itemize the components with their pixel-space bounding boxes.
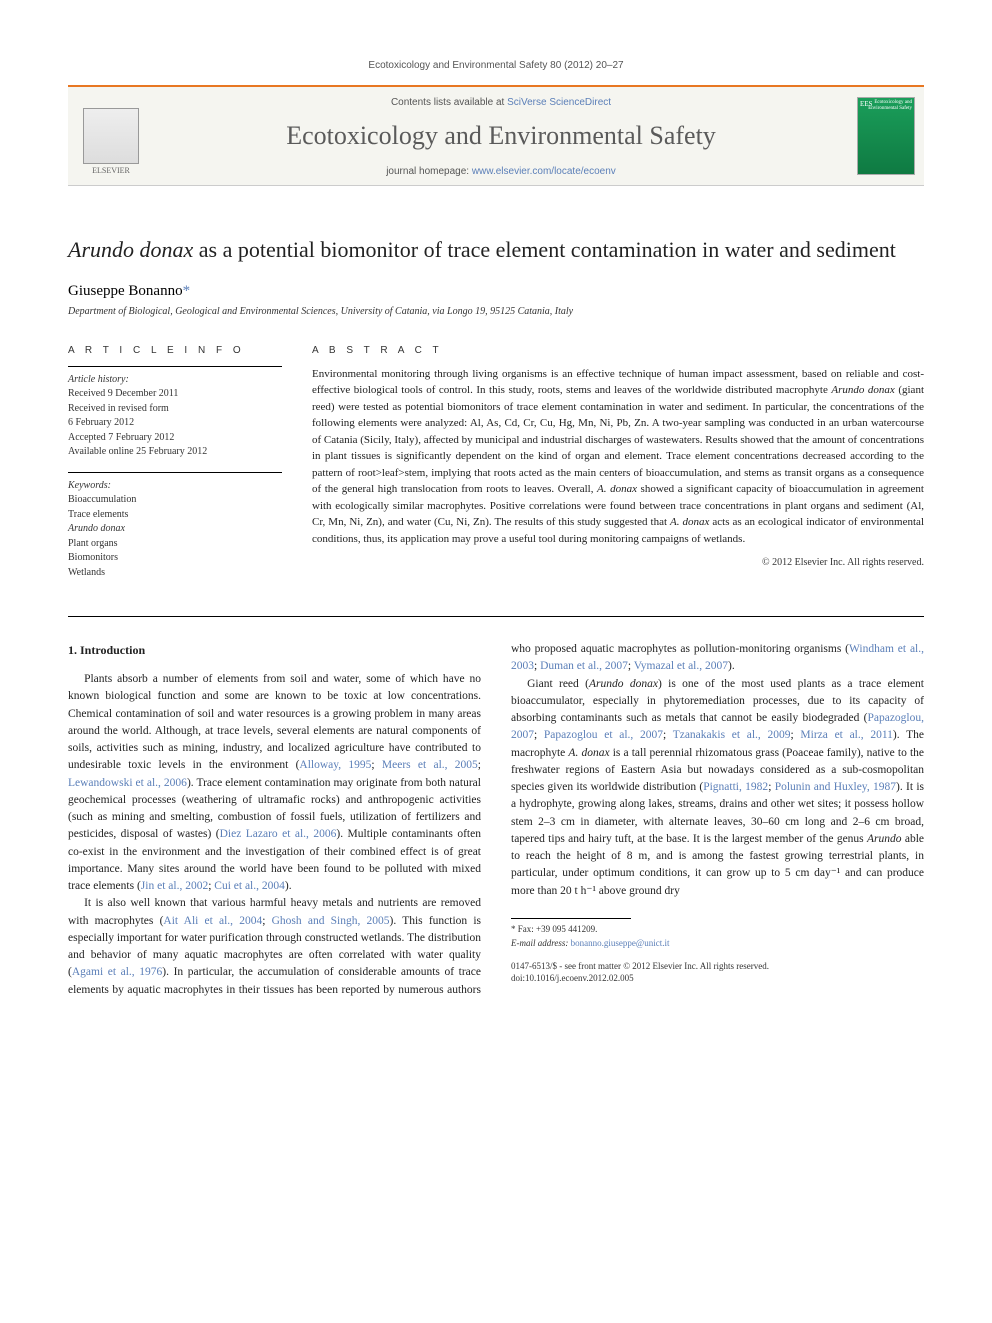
cite-ait-ali-2004[interactable]: Ait Ali et al., 2004 bbox=[163, 915, 262, 927]
cite-mirza-2011[interactable]: Mirza et al., 2011 bbox=[800, 729, 892, 741]
cite-diez-lazaro-2006[interactable]: Diez Lazaro et al., 2006 bbox=[220, 828, 337, 840]
running-head: Ecotoxicology and Environmental Safety 8… bbox=[68, 60, 924, 71]
front-matter-block: 0147-6513/$ - see front matter © 2012 El… bbox=[511, 960, 924, 984]
history-received: Received 9 December 2011 bbox=[68, 387, 282, 402]
abstract-species-1: Arundo donax bbox=[831, 384, 894, 396]
body-section: 1. Introduction Plants absorb a number o… bbox=[68, 616, 924, 999]
footnotes: * Fax: +39 095 441209. E-mail address: b… bbox=[511, 923, 924, 950]
journal-header: ELSEVIER Contents lists available at Sci… bbox=[68, 85, 924, 186]
p3-seg-a: Giant reed ( bbox=[527, 678, 589, 690]
p3-species-3: Arundo bbox=[867, 833, 902, 845]
body-columns: 1. Introduction Plants absorb a number o… bbox=[68, 641, 924, 999]
cite-jin-2002[interactable]: Jin et al., 2002 bbox=[141, 880, 208, 892]
keyword-4: Plant organs bbox=[68, 537, 282, 552]
cover-thumb-slot: EES Ecotoxicology and Environmental Safe… bbox=[848, 87, 924, 185]
cite-ghosh-singh-2005[interactable]: Ghosh and Singh, 2005 bbox=[272, 915, 390, 927]
footnote-rule bbox=[511, 918, 631, 919]
cite-meers-2005[interactable]: Meers et al., 2005 bbox=[382, 759, 478, 771]
abstract-seg-2: (giant reed) were tested as potential bi… bbox=[312, 384, 924, 495]
journal-name: Ecotoxicology and Environmental Safety bbox=[154, 121, 848, 151]
abstract-copyright: © 2012 Elsevier Inc. All rights reserved… bbox=[312, 557, 924, 568]
contents-prefix: Contents lists available at bbox=[391, 97, 507, 108]
journal-header-center: Contents lists available at SciVerse Sci… bbox=[154, 87, 848, 185]
keywords-block: Keywords: Bioaccumulation Trace elements… bbox=[68, 479, 282, 581]
p1-sep-1: ; bbox=[371, 759, 381, 771]
p2-seg-d: ). bbox=[728, 660, 735, 672]
cite-tzanakakis-2009[interactable]: Tzanakakis et al., 2009 bbox=[673, 729, 791, 741]
abstract-species-3: A. donax bbox=[670, 516, 709, 528]
footnote-block: * Fax: +39 095 441209. E-mail address: b… bbox=[511, 918, 924, 984]
article-info-label: A R T I C L E I N F O bbox=[68, 345, 282, 356]
sciencedirect-link[interactable]: SciVerse ScienceDirect bbox=[507, 97, 611, 108]
cite-papazoglou-2007b[interactable]: Papazoglou et al., 2007 bbox=[544, 729, 663, 741]
homepage-prefix: journal homepage: bbox=[386, 166, 472, 177]
body-rule bbox=[68, 616, 924, 617]
intro-para-1: Plants absorb a number of elements from … bbox=[68, 671, 481, 895]
elsevier-logo: ELSEVIER bbox=[76, 97, 146, 175]
cite-vymazal-2007[interactable]: Vymazal et al., 2007 bbox=[634, 660, 728, 672]
title-rest: as a potential biomonitor of trace eleme… bbox=[193, 237, 896, 262]
info-rule-1 bbox=[68, 366, 282, 367]
p3-sep-2: ; bbox=[663, 729, 673, 741]
keyword-1: Bioaccumulation bbox=[68, 493, 282, 508]
history-header: Article history: bbox=[68, 373, 282, 388]
info-rule-2 bbox=[68, 472, 282, 473]
keyword-3-species: Arundo donax bbox=[68, 522, 282, 537]
p3-species-1: Arundo donax bbox=[589, 678, 658, 690]
homepage-line: journal homepage: www.elsevier.com/locat… bbox=[154, 166, 848, 177]
front-matter-line: 0147-6513/$ - see front matter © 2012 El… bbox=[511, 960, 924, 972]
p1-seg-a: Plants absorb a number of elements from … bbox=[68, 673, 481, 771]
p3-sep-1: ; bbox=[534, 729, 544, 741]
publisher-logo-slot: ELSEVIER bbox=[68, 87, 154, 185]
abstract-text: Environmental monitoring through living … bbox=[312, 366, 924, 548]
abstract-column: A B S T R A C T Environmental monitoring… bbox=[312, 331, 924, 581]
corresponding-mark: * bbox=[183, 283, 191, 299]
footnote-email: E-mail address: bonanno.giuseppe@unict.i… bbox=[511, 937, 924, 950]
publisher-label: ELSEVIER bbox=[92, 166, 130, 175]
cite-agami-1976[interactable]: Agami et al., 1976 bbox=[72, 966, 162, 978]
footnote-fax: * Fax: +39 095 441209. bbox=[511, 923, 924, 936]
cite-cui-2004[interactable]: Cui et al., 2004 bbox=[214, 880, 285, 892]
doi-line: doi:10.1016/j.ecoenv.2012.02.005 bbox=[511, 972, 924, 984]
journal-cover-thumbnail: EES Ecotoxicology and Environmental Safe… bbox=[857, 97, 915, 175]
title-block: Arundo donax as a potential biomonitor o… bbox=[68, 236, 924, 265]
author-email-link[interactable]: bonanno.giuseppe@unict.it bbox=[571, 938, 670, 948]
p2-sep-1: ; bbox=[262, 915, 271, 927]
keywords-header: Keywords: bbox=[68, 479, 282, 494]
abstract-species-2: A. donax bbox=[597, 483, 637, 495]
author-name: Giuseppe Bonanno bbox=[68, 283, 183, 299]
author-line: Giuseppe Bonanno* bbox=[68, 283, 924, 300]
p3-sep-3: ; bbox=[791, 729, 801, 741]
email-label: E-mail address: bbox=[511, 938, 571, 948]
keyword-6: Wetlands bbox=[68, 566, 282, 581]
history-accepted: Accepted 7 February 2012 bbox=[68, 431, 282, 446]
history-revised-2: 6 February 2012 bbox=[68, 416, 282, 431]
keyword-2: Trace elements bbox=[68, 508, 282, 523]
p3-species-2: A. donax bbox=[568, 747, 609, 759]
contents-line: Contents lists available at SciVerse Sci… bbox=[154, 97, 848, 108]
p1-sep-2: ; bbox=[478, 759, 481, 771]
cover-title-label: Ecotoxicology and Environmental Safety bbox=[858, 100, 912, 111]
elsevier-tree-icon bbox=[83, 108, 139, 164]
cite-lewandowski-2006[interactable]: Lewandowski et al., 2006 bbox=[68, 777, 187, 789]
info-abstract-row: A R T I C L E I N F O Article history: R… bbox=[68, 331, 924, 581]
cite-alloway-1995[interactable]: Alloway, 1995 bbox=[299, 759, 371, 771]
article-title: Arundo donax as a potential biomonitor o… bbox=[68, 236, 924, 265]
abstract-label: A B S T R A C T bbox=[312, 345, 924, 356]
cite-pignatti-1982[interactable]: Pignatti, 1982 bbox=[703, 781, 768, 793]
article-info-column: A R T I C L E I N F O Article history: R… bbox=[68, 331, 282, 581]
title-species: Arundo donax bbox=[68, 237, 193, 262]
history-revised-1: Received in revised form bbox=[68, 402, 282, 417]
section-1-heading: 1. Introduction bbox=[68, 641, 481, 659]
intro-para-3: Giant reed (Arundo donax) is one of the … bbox=[511, 676, 924, 900]
affiliation: Department of Biological, Geological and… bbox=[68, 306, 924, 317]
journal-homepage-link[interactable]: www.elsevier.com/locate/ecoenv bbox=[472, 166, 616, 177]
article-history: Article history: Received 9 December 201… bbox=[68, 373, 282, 460]
history-online: Available online 25 February 2012 bbox=[68, 445, 282, 460]
cite-polunin-huxley-1987[interactable]: Polunin and Huxley, 1987 bbox=[775, 781, 896, 793]
p1-seg-e: ). bbox=[285, 880, 292, 892]
cite-duman-2007[interactable]: Duman et al., 2007 bbox=[540, 660, 628, 672]
keyword-5: Biomonitors bbox=[68, 551, 282, 566]
